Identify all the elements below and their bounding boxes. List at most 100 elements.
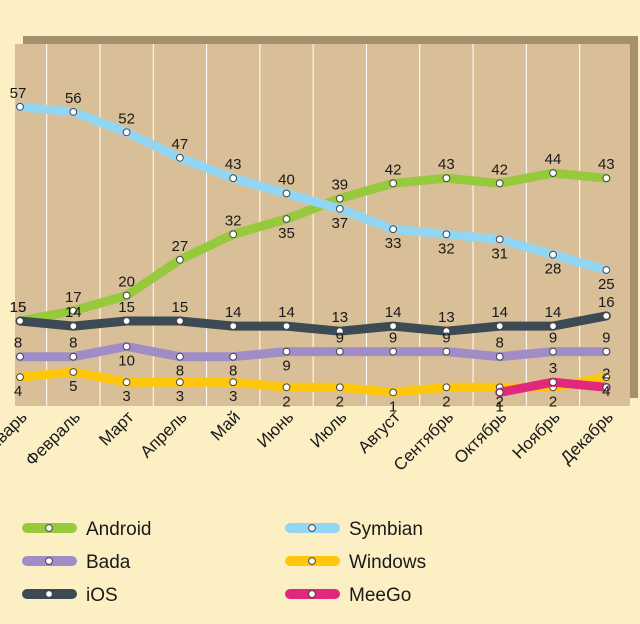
plot-area [15,36,638,406]
data-label: 9 [549,330,557,347]
series-lines [15,102,611,397]
data-point [442,383,451,392]
data-label: 35 [278,225,295,242]
data-point [282,383,291,392]
data-label: 14 [65,304,82,321]
data-label: 32 [438,240,455,257]
data-point [389,225,398,234]
data-point [549,378,557,387]
data-label: 4 [14,383,22,400]
legend-item-ios: iOS [22,585,118,606]
x-tick-label: Август [354,407,404,457]
data-label: 13 [331,309,348,326]
data-label: 9 [602,330,610,347]
data-point [495,388,504,397]
series-line-symbian [15,102,611,275]
data-label: 32 [225,212,242,229]
data-label: 8 [496,335,504,352]
data-point [69,368,78,376]
data-point [335,327,344,336]
data-label: 10 [118,353,135,370]
x-tick-label: Июль [307,407,351,451]
data-point [389,347,398,356]
data-point [122,378,131,387]
x-tick-label: Октябрь [450,407,510,467]
data-label: 52 [118,110,135,127]
legend-marker [45,590,53,598]
data-point [69,306,78,315]
data-point [122,291,131,300]
data-label: 4 [602,383,610,400]
data-label: 3 [229,388,237,405]
data-point [229,230,238,239]
data-label: 5 [69,378,77,395]
data-point [335,194,344,203]
x-tick-label: Март [95,407,137,449]
data-label: 28 [545,261,562,278]
data-label: 8 [176,363,184,380]
data-point [495,235,504,244]
data-point [176,317,184,325]
x-tick-label: Июнь [253,407,297,451]
data-point [549,250,557,259]
data-label: 27 [172,238,189,255]
data-label: 14 [491,304,508,321]
x-tick-label: Февраль [22,407,84,469]
series-line-ios [15,311,611,336]
data-label: 17 [65,289,82,306]
data-label: 44 [545,151,562,168]
data-label: 15 [172,299,189,316]
data-label: 16 [598,294,615,311]
data-point [122,342,131,351]
data-label: 8 [14,335,22,352]
data-label: 31 [491,245,508,262]
legend-marker [308,590,316,598]
data-point [229,174,238,183]
data-point [176,255,184,264]
legend-item-bada: Bada [22,552,131,573]
x-tick-label: Апрель [137,407,191,461]
data-label: 39 [331,177,348,194]
data-point [16,373,24,382]
legend-item-meego: MeeGo [285,585,411,606]
data-point [335,347,344,356]
legend-item-symbian: Symbian [285,519,423,540]
data-point [389,388,398,397]
data-point [122,317,131,325]
data-label: 3 [122,388,130,405]
data-label: 13 [438,309,455,326]
data-label: 14 [225,304,242,321]
data-point [282,215,291,223]
data-label: 14 [278,304,295,321]
data-point [176,378,184,387]
data-point [442,230,451,239]
data-point [16,317,24,325]
data-label: 47 [172,136,189,153]
data-point [495,322,504,331]
series-line-bada [15,342,611,362]
data-label: 25 [598,276,615,293]
data-point [602,347,611,356]
data-label: 2 [602,365,610,382]
data-label: 33 [385,235,402,252]
legend-label: iOS [86,585,118,606]
data-label: 57 [10,85,27,102]
data-label: 9 [282,358,290,375]
data-label: 15 [118,299,135,316]
data-point [282,322,291,331]
legend-item-windows: Windows [285,552,426,573]
legend-label: Windows [349,552,426,573]
data-point [495,179,504,188]
data-label: 14 [385,304,402,321]
data-point [602,174,611,183]
data-point [389,179,398,188]
data-label: 15 [10,299,27,316]
legend-label: Symbian [349,519,423,540]
data-point [389,322,398,331]
data-point [229,322,238,331]
legend-label: Bada [86,552,131,573]
legend: Android Symbian Bada Windows iOS MeeGo [22,519,426,606]
data-point [495,352,504,361]
